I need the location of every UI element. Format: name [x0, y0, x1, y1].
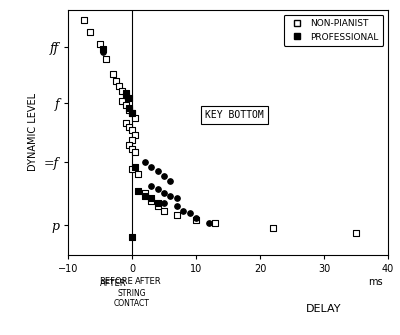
Point	[122, 103, 129, 108]
Point	[110, 71, 116, 76]
Point	[174, 203, 180, 208]
Point	[132, 115, 138, 120]
Point	[103, 56, 110, 62]
Legend: NON-PIANIST, PROFESSIONAL: NON-PIANIST, PROFESSIONAL	[284, 14, 384, 46]
Point	[113, 78, 119, 84]
Point	[142, 159, 148, 164]
Point	[126, 108, 132, 113]
Point	[193, 218, 199, 223]
Point	[174, 196, 180, 201]
Point	[126, 95, 132, 101]
Point	[270, 225, 276, 230]
Point	[154, 201, 161, 206]
Point	[161, 174, 167, 179]
Point	[129, 147, 135, 152]
Point	[122, 120, 129, 125]
Point	[142, 191, 148, 196]
Point	[135, 188, 142, 194]
Text: AFTER: AFTER	[100, 279, 127, 288]
Point	[154, 203, 161, 208]
Point	[142, 193, 148, 199]
Point	[206, 220, 212, 225]
Point	[81, 17, 87, 22]
Point	[135, 171, 142, 177]
Point	[161, 191, 167, 196]
Point	[122, 93, 129, 98]
Text: KEY BOTTOM: KEY BOTTOM	[205, 110, 264, 120]
Point	[129, 235, 135, 240]
Point	[126, 142, 132, 147]
Text: STRING
CONTACT: STRING CONTACT	[114, 289, 150, 308]
Point	[186, 210, 193, 216]
Text: ms: ms	[368, 277, 382, 287]
Point	[167, 179, 174, 184]
Point	[100, 47, 106, 52]
Point	[132, 149, 138, 154]
Point	[116, 83, 122, 88]
Point	[132, 132, 138, 137]
Point	[148, 196, 154, 201]
Point	[97, 42, 103, 47]
Y-axis label: DYNAMIC LEVEL: DYNAMIC LEVEL	[28, 93, 38, 172]
Text: BEFORE: BEFORE	[99, 277, 133, 286]
Point	[122, 93, 129, 98]
Text: DELAY: DELAY	[306, 304, 342, 314]
Point	[180, 208, 186, 213]
Point	[161, 208, 167, 213]
Point	[212, 220, 218, 225]
Text: AFTER: AFTER	[135, 277, 161, 286]
Point	[126, 105, 132, 111]
Point	[154, 169, 161, 174]
Point	[353, 230, 359, 235]
Point	[100, 49, 106, 54]
Point	[119, 88, 126, 93]
Point	[129, 127, 135, 133]
Point	[129, 110, 135, 116]
Point	[148, 184, 154, 189]
Point	[167, 193, 174, 199]
Point	[154, 186, 161, 191]
Point	[148, 198, 154, 203]
Point	[122, 90, 129, 96]
Point	[126, 125, 132, 130]
Point	[132, 164, 138, 169]
Point	[161, 201, 167, 206]
Point	[148, 164, 154, 169]
Point	[193, 215, 199, 221]
Point	[129, 137, 135, 142]
Point	[119, 98, 126, 103]
Point	[174, 213, 180, 218]
Point	[129, 110, 135, 116]
Point	[129, 166, 135, 172]
Point	[87, 29, 94, 35]
